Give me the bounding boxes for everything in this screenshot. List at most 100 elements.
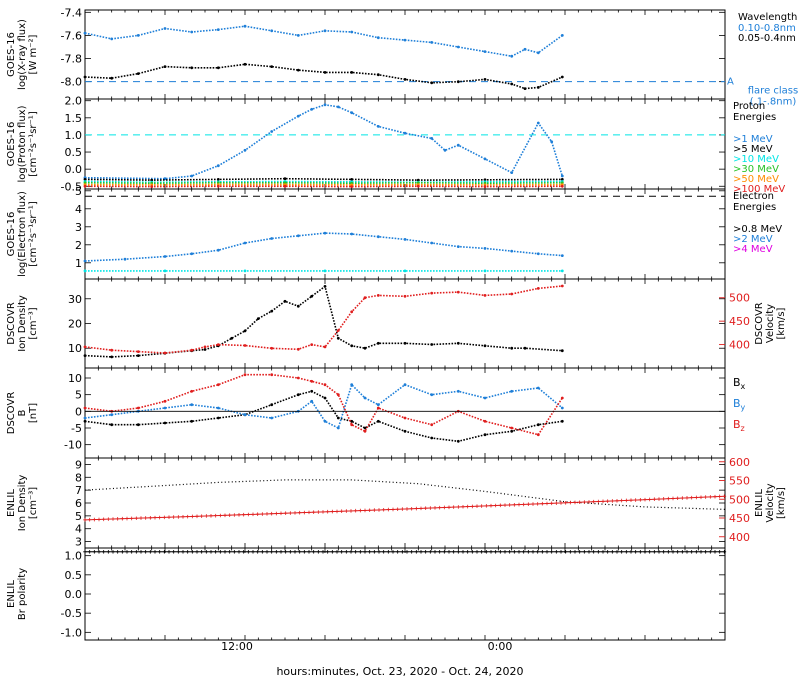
series-marker bbox=[251, 550, 255, 554]
y-tick-label: 20 bbox=[68, 318, 82, 331]
data-point bbox=[310, 107, 314, 111]
series-marker bbox=[531, 502, 535, 506]
data-point bbox=[296, 114, 300, 118]
data-point bbox=[163, 406, 167, 410]
series-marker bbox=[218, 550, 223, 554]
series-marker bbox=[283, 550, 288, 554]
data-point bbox=[376, 419, 380, 423]
y-axis-label: [W m⁻²] bbox=[28, 34, 39, 74]
data-point bbox=[270, 416, 274, 420]
series-marker bbox=[227, 513, 232, 517]
data-point bbox=[243, 62, 247, 66]
series-marker bbox=[251, 512, 255, 517]
series-marker bbox=[386, 507, 391, 512]
y-axis-label: [cm⁻³] bbox=[28, 487, 39, 519]
data-point bbox=[270, 65, 274, 68]
data-point bbox=[110, 348, 114, 352]
data-point bbox=[243, 413, 247, 417]
y-tick-label: -10 bbox=[64, 439, 82, 452]
data-point bbox=[270, 346, 274, 350]
y-tick-label: 2.0 bbox=[65, 95, 83, 108]
series-marker bbox=[321, 510, 325, 514]
legend-title: Energies bbox=[733, 112, 776, 123]
series-marker bbox=[153, 550, 157, 554]
data-point bbox=[510, 429, 514, 433]
y-axis-label: [cm⁻²s⁻¹sr⁻¹] bbox=[28, 201, 39, 267]
series-marker bbox=[563, 500, 568, 505]
data-point bbox=[83, 269, 87, 273]
data-point bbox=[283, 184, 287, 188]
data-point bbox=[243, 241, 247, 245]
series-marker bbox=[615, 550, 619, 554]
data-point bbox=[216, 416, 220, 420]
series-line bbox=[84, 479, 726, 510]
series-marker bbox=[447, 550, 451, 554]
data-point bbox=[270, 29, 274, 33]
y-axis-label: [cm⁻³] bbox=[28, 307, 39, 339]
data-point bbox=[110, 76, 114, 80]
series-marker bbox=[181, 514, 185, 519]
legend-item: >1 MeV bbox=[733, 134, 773, 145]
series-marker bbox=[325, 509, 330, 514]
data-point bbox=[536, 86, 540, 89]
series-marker bbox=[171, 550, 176, 554]
series-marker bbox=[708, 495, 713, 499]
data-point bbox=[560, 396, 564, 400]
data-point bbox=[270, 373, 274, 377]
series-marker bbox=[615, 499, 619, 503]
series-marker bbox=[722, 550, 727, 554]
y-tick-label: 8 bbox=[75, 471, 82, 484]
legend-item: >50 MeV bbox=[733, 174, 779, 185]
data-point bbox=[270, 237, 274, 240]
series-marker bbox=[269, 511, 274, 516]
y-axis-label: GOES-16 bbox=[6, 32, 17, 77]
y-axis-label: GOES-16 bbox=[6, 122, 17, 167]
data-point bbox=[83, 345, 87, 349]
data-point bbox=[163, 65, 167, 68]
series-marker bbox=[316, 510, 321, 514]
data-point bbox=[190, 419, 194, 423]
series-marker bbox=[423, 550, 428, 554]
data-point bbox=[350, 185, 354, 189]
legend-title: Wavelength bbox=[738, 12, 797, 23]
data-point bbox=[283, 177, 287, 181]
data-point bbox=[83, 259, 87, 263]
y-right-axis-label: Velocity bbox=[765, 483, 776, 522]
y-right-tick-label: 600 bbox=[729, 456, 750, 469]
data-point bbox=[110, 423, 114, 427]
data-point bbox=[456, 439, 460, 443]
legend-title: Electron bbox=[733, 191, 774, 202]
series-proton-1 bbox=[83, 177, 564, 182]
y-tick-label: -1.0 bbox=[61, 626, 82, 639]
series-marker bbox=[456, 550, 461, 554]
series-marker bbox=[395, 550, 400, 554]
data-point bbox=[256, 317, 260, 320]
series-marker bbox=[157, 550, 162, 554]
series-marker bbox=[97, 550, 101, 554]
series-electron-0 bbox=[83, 231, 564, 263]
data-point bbox=[83, 75, 87, 79]
data-point bbox=[376, 294, 380, 297]
data-point bbox=[323, 396, 327, 400]
data-point bbox=[203, 345, 207, 349]
series-marker bbox=[255, 550, 260, 554]
series-marker bbox=[223, 550, 227, 554]
series-marker bbox=[717, 494, 722, 499]
series-marker bbox=[661, 497, 666, 501]
annotation: (.1-.8nm) bbox=[750, 97, 797, 108]
series-marker bbox=[535, 550, 540, 554]
data-point bbox=[510, 249, 514, 253]
data-point bbox=[456, 389, 460, 393]
y-tick-label: 7 bbox=[75, 484, 82, 497]
y-axis-label: log(X-ray flux) bbox=[17, 19, 28, 90]
data-point bbox=[323, 285, 327, 288]
series-marker bbox=[540, 550, 545, 554]
data-point bbox=[550, 140, 554, 144]
data-point bbox=[536, 287, 540, 290]
data-point bbox=[83, 419, 87, 423]
series-marker bbox=[713, 550, 717, 554]
data-point bbox=[83, 31, 87, 35]
series-marker bbox=[279, 550, 283, 554]
